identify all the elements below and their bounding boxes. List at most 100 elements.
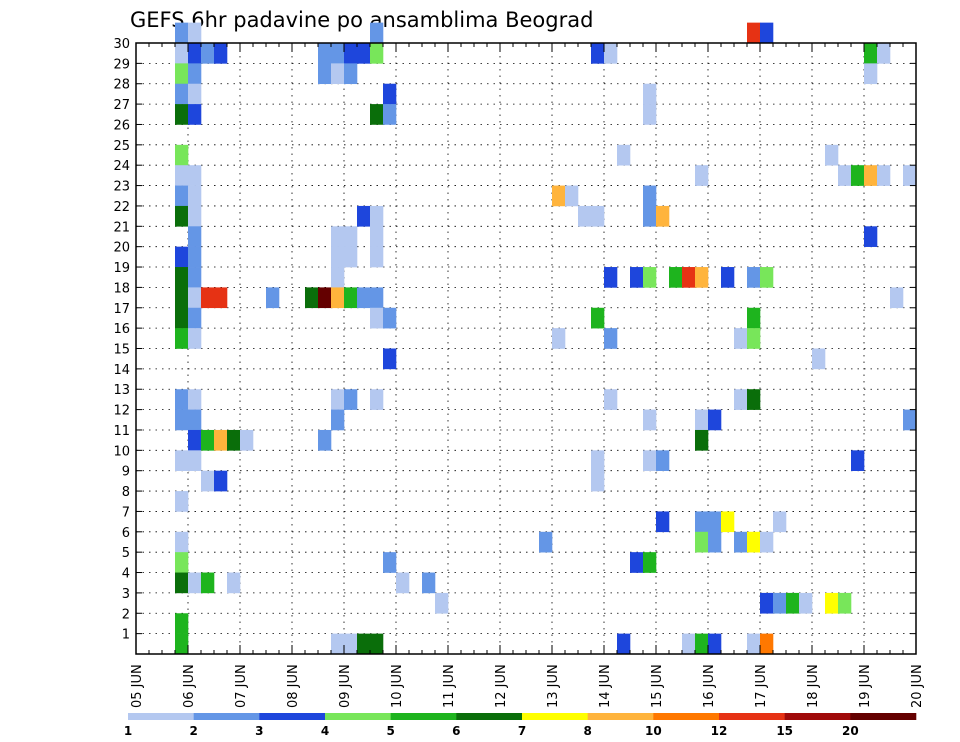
- precip-cell: [305, 287, 319, 309]
- precip-cell: [903, 165, 917, 186]
- precip-cell: [734, 531, 748, 553]
- precip-cell: [383, 307, 397, 329]
- precip-cell: [175, 267, 189, 288]
- precip-cell: [188, 83, 202, 105]
- precip-cell: [695, 531, 709, 553]
- colorbar-swatch: [850, 713, 917, 720]
- precip-cell: [747, 307, 761, 329]
- precip-cell: [903, 409, 917, 431]
- precip-cell: [188, 307, 202, 329]
- precip-cell: [214, 287, 228, 309]
- precip-cell: [201, 43, 215, 64]
- y-tick-label: 15: [113, 343, 130, 358]
- y-tick-label: 17: [113, 302, 130, 317]
- precip-cell: [591, 205, 605, 227]
- precip-cell: [643, 104, 657, 125]
- precip-cell: [266, 287, 280, 309]
- precip-cell: [578, 205, 592, 227]
- precip-cell: [344, 389, 358, 410]
- precip-cell: [877, 165, 891, 186]
- colorbar-swatch: [522, 713, 588, 720]
- y-tick-label: 27: [113, 98, 130, 113]
- precip-cell: [604, 389, 618, 410]
- colorbar: 1 2 3 4 5 6 7 8 10 12 15 20: [124, 713, 917, 738]
- precip-cell: [188, 205, 202, 227]
- colorbar-swatch: [193, 713, 260, 720]
- grid-lines: [136, 43, 916, 654]
- precip-cell: [383, 83, 397, 105]
- colorbar-label: 4: [321, 724, 329, 738]
- precip-cell: [669, 267, 683, 288]
- y-tick-label: 30: [113, 37, 130, 52]
- precip-cell: [344, 287, 358, 309]
- precip-cell: [396, 572, 410, 594]
- y-tick-label: 25: [113, 139, 130, 154]
- precip-cell: [318, 43, 332, 64]
- precip-cell: [331, 287, 345, 309]
- precip-cell: [864, 165, 878, 186]
- precip-cell: [175, 83, 189, 105]
- precip-cell: [175, 144, 189, 166]
- precip-cell: [188, 287, 202, 309]
- precip-cell: [760, 592, 774, 614]
- precip-cell: [175, 572, 189, 594]
- precip-cell: [175, 633, 189, 655]
- precip-cell: [214, 43, 228, 64]
- y-tick-label: 13: [113, 383, 130, 398]
- y-tick-label: 26: [113, 118, 130, 133]
- precip-cell: [890, 287, 904, 309]
- precip-cell: [201, 429, 215, 451]
- axis-ticks: [135, 42, 917, 654]
- data-cells: [175, 22, 917, 655]
- precip-cell: [747, 328, 761, 349]
- precip-cell: [357, 205, 371, 227]
- precip-cell: [539, 531, 553, 553]
- precip-cell: [188, 328, 202, 349]
- precip-cell: [175, 491, 189, 512]
- colorbar-swatch: [587, 713, 654, 720]
- colorbar-label: 20: [842, 724, 859, 738]
- precip-cell: [318, 287, 332, 309]
- precip-cell: [357, 287, 371, 309]
- precip-cell: [435, 592, 449, 614]
- precip-cell: [383, 348, 397, 370]
- precip-cell: [695, 409, 709, 431]
- precip-cell: [617, 144, 631, 166]
- y-tick-label: 20: [113, 241, 130, 256]
- x-tick-label: 18 JUN: [806, 664, 821, 708]
- precip-cell: [864, 43, 878, 64]
- precip-cell: [695, 511, 709, 533]
- y-tick-label: 2: [122, 607, 130, 622]
- colorbar-swatch: [653, 713, 720, 720]
- precip-cell: [643, 83, 657, 105]
- precip-cell: [370, 246, 384, 268]
- colorbar-swatch: [128, 713, 194, 720]
- precip-cell: [799, 592, 813, 614]
- colorbar-label: 6: [452, 724, 460, 738]
- precip-cell: [188, 22, 202, 44]
- precip-cell: [331, 633, 345, 655]
- precip-cell: [734, 328, 748, 349]
- precip-cell: [864, 63, 878, 85]
- precip-cell: [175, 531, 189, 553]
- precip-cell: [812, 348, 826, 370]
- precip-cell: [877, 43, 891, 64]
- x-tick-label: 16 JUN: [702, 664, 717, 708]
- precip-cell: [370, 226, 384, 247]
- y-tick-label: 14: [113, 363, 130, 378]
- precip-cell: [331, 267, 345, 288]
- precip-cell: [864, 226, 878, 247]
- precip-cell: [188, 572, 202, 594]
- precip-cell: [747, 633, 761, 655]
- precip-cell: [331, 226, 345, 247]
- x-tick-label: 08 JUN: [286, 664, 301, 708]
- precip-cell: [851, 450, 865, 471]
- y-tick-label: 19: [113, 261, 130, 276]
- precip-cell: [318, 429, 332, 451]
- precip-cell: [747, 22, 761, 44]
- precip-cell: [604, 43, 618, 64]
- precip-cell: [175, 328, 189, 349]
- y-tick-label: 3: [122, 587, 130, 602]
- precip-cell: [344, 633, 358, 655]
- x-tick-label: 20 JUN: [910, 664, 925, 708]
